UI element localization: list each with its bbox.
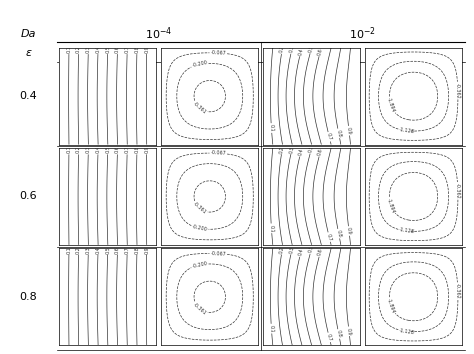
Text: -0.200: -0.200 (191, 261, 208, 269)
Text: 0.2: 0.2 (76, 145, 81, 154)
Text: 0.5: 0.5 (308, 44, 315, 53)
Text: 10$^{-4}$: 10$^{-4}$ (145, 25, 173, 42)
Text: -0.362: -0.362 (455, 283, 461, 299)
Text: 0.4: 0.4 (95, 145, 100, 154)
Text: Streamfunctions: Streamfunctions (376, 48, 451, 58)
Text: 0.8: 0.8 (336, 330, 342, 338)
Text: 0.4: 0.4 (95, 45, 100, 53)
Text: 10$^{-2}$: 10$^{-2}$ (349, 25, 376, 42)
Text: 0.6: 0.6 (115, 145, 120, 154)
Text: Da: Da (21, 29, 36, 39)
Text: 0.4: 0.4 (298, 47, 304, 56)
Text: 0.9: 0.9 (346, 227, 352, 235)
Text: 0.1: 0.1 (66, 246, 72, 254)
Text: -0.067: -0.067 (210, 150, 226, 156)
Text: 0.1: 0.1 (269, 325, 274, 333)
Text: -1.128: -1.128 (399, 127, 415, 135)
Text: 0.9: 0.9 (144, 146, 149, 153)
Text: 0.6: 0.6 (317, 148, 324, 156)
Text: 0.1: 0.1 (269, 224, 274, 232)
Text: -0.361: -0.361 (191, 201, 207, 216)
Text: -0.067: -0.067 (210, 251, 226, 257)
Text: 0.1: 0.1 (66, 45, 72, 53)
Text: 0.5: 0.5 (308, 245, 315, 254)
Text: 0.2: 0.2 (76, 246, 81, 254)
Text: -1.894: -1.894 (386, 97, 396, 113)
Text: 0.2: 0.2 (279, 246, 285, 254)
Text: 0.4: 0.4 (95, 246, 100, 254)
Text: 0.8: 0.8 (134, 246, 139, 254)
Text: 0.4: 0.4 (298, 148, 304, 156)
Text: -1.128: -1.128 (399, 328, 415, 335)
Text: -0.362: -0.362 (455, 82, 461, 98)
Text: 0.3: 0.3 (86, 246, 91, 254)
Text: Isotherms: Isotherms (85, 48, 130, 58)
Text: 0.5: 0.5 (308, 145, 315, 154)
Text: 0.3: 0.3 (289, 246, 295, 254)
Text: Streamfunctions: Streamfunctions (173, 48, 247, 58)
Text: 0.7: 0.7 (326, 233, 333, 241)
Text: 0.3: 0.3 (289, 145, 295, 154)
Text: 0.1: 0.1 (66, 145, 72, 153)
Text: 0.6: 0.6 (317, 47, 324, 56)
Text: -1.128: -1.128 (399, 227, 415, 235)
Text: -0.361: -0.361 (191, 101, 207, 115)
Text: 0.1: 0.1 (269, 124, 274, 132)
Text: -0.200: -0.200 (191, 224, 208, 233)
Text: 0.9: 0.9 (144, 246, 149, 254)
Text: 0.9: 0.9 (144, 45, 149, 53)
Text: 0.5: 0.5 (105, 145, 110, 154)
Text: 0.8: 0.8 (336, 229, 342, 238)
Text: 0.5: 0.5 (105, 45, 110, 53)
Text: Isotherms: Isotherms (289, 48, 334, 58)
Text: 0.7: 0.7 (125, 145, 130, 154)
Text: 0.3: 0.3 (86, 45, 91, 53)
Text: 0.7: 0.7 (326, 333, 333, 342)
Text: 0.6: 0.6 (19, 192, 37, 201)
Text: 0.5: 0.5 (105, 246, 110, 254)
Text: -0.361: -0.361 (191, 302, 207, 316)
Text: ε: ε (26, 48, 31, 58)
Text: -0.067: -0.067 (210, 50, 226, 56)
Text: 0.7: 0.7 (125, 246, 130, 254)
Text: 0.2: 0.2 (76, 45, 81, 53)
Text: 0.2: 0.2 (279, 45, 285, 53)
Text: 0.8: 0.8 (134, 45, 139, 53)
Text: 0.3: 0.3 (86, 145, 91, 154)
Text: 0.6: 0.6 (317, 248, 324, 257)
Text: 0.6: 0.6 (115, 246, 120, 254)
Text: 0.7: 0.7 (125, 45, 130, 53)
Text: 0.3: 0.3 (289, 45, 295, 53)
Text: 0.4: 0.4 (298, 248, 304, 257)
Text: 0.8: 0.8 (19, 292, 37, 302)
Text: 0.9: 0.9 (346, 127, 352, 135)
Text: 0.7: 0.7 (326, 132, 333, 141)
Text: -1.894: -1.894 (386, 197, 396, 214)
Text: -0.362: -0.362 (455, 183, 461, 199)
Text: 0.6: 0.6 (115, 45, 120, 53)
Text: 0.8: 0.8 (134, 145, 139, 154)
Text: -1.894: -1.894 (386, 298, 396, 314)
Text: 0.2: 0.2 (279, 145, 285, 154)
Text: 0.4: 0.4 (19, 91, 37, 101)
Text: 0.8: 0.8 (336, 129, 342, 138)
Text: 0.9: 0.9 (346, 327, 352, 335)
Text: -0.200: -0.200 (191, 60, 208, 68)
